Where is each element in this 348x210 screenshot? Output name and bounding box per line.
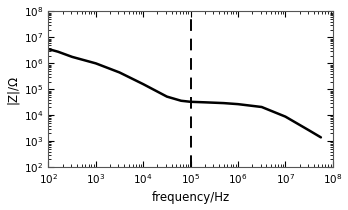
Y-axis label: |Z|/Ω: |Z|/Ω (6, 75, 18, 104)
X-axis label: frequency/Hz: frequency/Hz (151, 192, 230, 205)
